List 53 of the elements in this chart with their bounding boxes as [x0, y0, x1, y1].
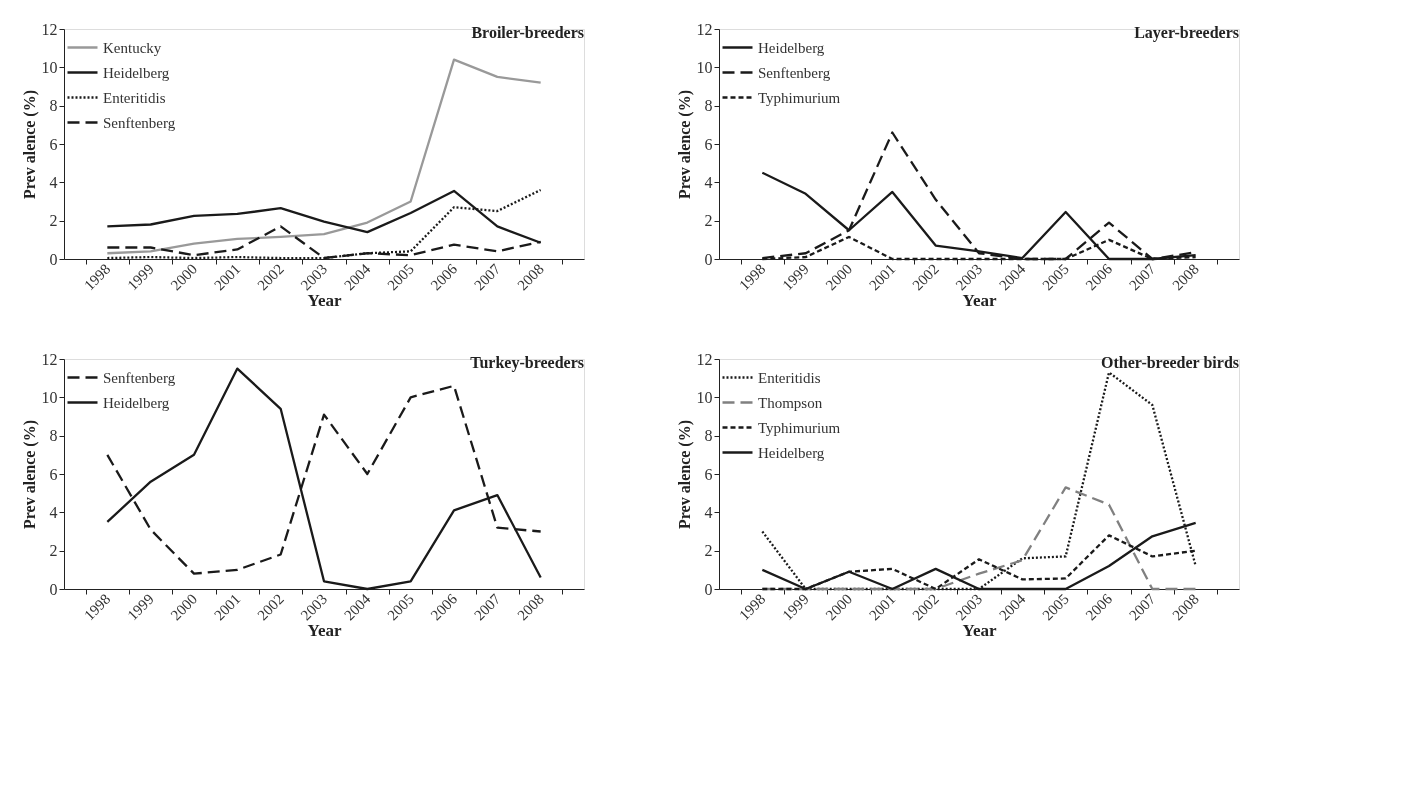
- y-tick-label: 4: [49, 173, 58, 191]
- y-tick-label: 10: [41, 58, 58, 76]
- x-axis-title: Year: [962, 291, 997, 311]
- y-tick-label: 2: [49, 212, 58, 230]
- y-tick-label: 12: [41, 350, 58, 368]
- chart-title: Other-breeder birds: [1101, 354, 1239, 371]
- y-tick-label: 12: [696, 350, 713, 368]
- y-tick-label: 10: [696, 388, 713, 406]
- y-tick-label: 8: [49, 427, 58, 445]
- legend-label: Senftenberg: [103, 114, 176, 131]
- x-axis-title: Year: [307, 621, 342, 641]
- y-tick-label: 0: [49, 250, 58, 268]
- y-tick-label: 4: [704, 173, 713, 191]
- y-axis-title: Prev alence (%): [20, 90, 39, 199]
- x-axis-title: Year: [307, 291, 342, 311]
- y-tick-label: 8: [49, 97, 58, 115]
- y-tick-label: 6: [49, 135, 58, 153]
- y-tick-label: 2: [704, 212, 713, 230]
- y-tick-label: 2: [49, 542, 58, 560]
- y-tick-label: 12: [41, 20, 58, 38]
- y-tick-label: 4: [49, 503, 58, 521]
- legend-label: Thompson: [758, 394, 823, 411]
- y-tick-label: 6: [704, 135, 713, 153]
- y-tick-label: 0: [704, 580, 713, 598]
- legend-label: Heidelberg: [103, 394, 170, 411]
- legend-label: Senftenberg: [758, 64, 831, 81]
- y-axis-title: Prev alence (%): [675, 420, 694, 529]
- legend-label: Kentucky: [103, 39, 162, 56]
- legend-label: Enteritidis: [758, 369, 821, 386]
- y-tick-label: 6: [704, 465, 713, 483]
- y-tick-label: 8: [704, 427, 713, 445]
- y-tick-label: 2: [704, 542, 713, 560]
- y-tick-label: 10: [696, 58, 713, 76]
- legend-label: Heidelberg: [758, 444, 825, 461]
- legend-label: Senftenberg: [103, 369, 176, 386]
- legend-label: Heidelberg: [103, 64, 170, 81]
- chart-title: Layer-breeders: [1134, 24, 1239, 42]
- y-tick-label: 0: [704, 250, 713, 268]
- y-tick-label: 8: [704, 97, 713, 115]
- y-axis-title: Prev alence (%): [675, 90, 694, 199]
- y-tick-label: 4: [704, 503, 713, 521]
- y-tick-label: 12: [696, 20, 713, 38]
- legend-label: Typhimurium: [758, 89, 841, 106]
- x-axis-title: Year: [962, 621, 997, 641]
- y-tick-label: 0: [49, 580, 58, 598]
- chart-title: Turkey-breeders: [470, 354, 584, 372]
- legend-label: Enteritidis: [103, 89, 166, 106]
- y-tick-label: 10: [41, 388, 58, 406]
- legend-label: Heidelberg: [758, 39, 825, 56]
- y-tick-label: 6: [49, 465, 58, 483]
- y-axis-title: Prev alence (%): [20, 420, 39, 529]
- chart-title: Broiler-breeders: [471, 24, 584, 41]
- legend-label: Typhimurium: [758, 419, 841, 436]
